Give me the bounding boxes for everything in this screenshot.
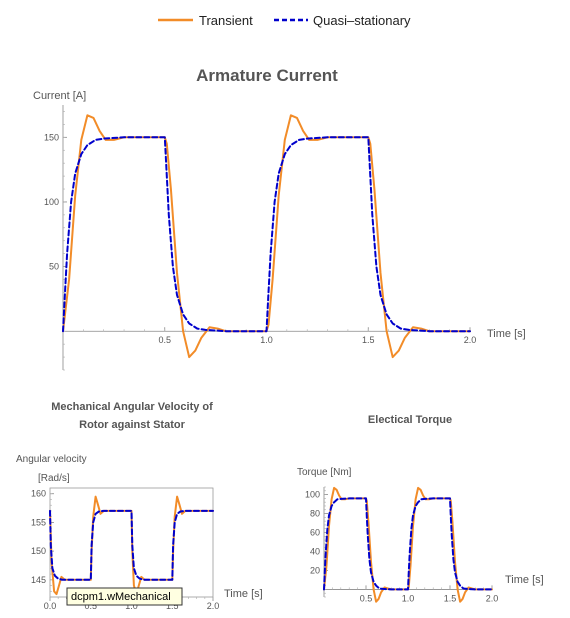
y-tick-label: 150 xyxy=(31,546,46,556)
x-tick-label: 1.5 xyxy=(362,335,375,345)
x-tick-label: 0.5 xyxy=(360,593,373,603)
x-tick-label: 1.0 xyxy=(260,335,273,345)
series-line-quasi-stationary xyxy=(49,509,214,581)
chart-title: Armature Current xyxy=(196,66,338,85)
y-tick-label: 60 xyxy=(310,528,320,538)
armature-current-chart: Armature Current Current [A] Time [s] 50… xyxy=(33,66,526,371)
x-tick-label: 1.0 xyxy=(125,601,138,611)
electrical-torque-chart: Electical Torque Torque [Nm] Time [s] 20… xyxy=(297,414,544,603)
x-tick-label: 1.5 xyxy=(166,601,179,611)
chart-title-line-2: Rotor against Stator xyxy=(79,419,185,431)
x-tick-label: 1.0 xyxy=(402,593,415,603)
y-tick-label: 20 xyxy=(310,565,320,575)
chart-title-line-1: Mechanical Angular Velocity of xyxy=(51,401,213,413)
y-tick-label: 100 xyxy=(44,197,59,207)
y-tick-label: 80 xyxy=(310,509,320,519)
x-axis-label: Time [s] xyxy=(505,574,544,586)
legend-label-quasi: Quasi–stationary xyxy=(313,13,411,28)
y-tick-label: 155 xyxy=(31,517,46,527)
y-tick-label: 50 xyxy=(49,262,59,272)
x-tick-label: 2.0 xyxy=(486,593,499,603)
y-axis-label: Torque [Nm] xyxy=(297,467,352,478)
x-tick-label: 0.0 xyxy=(44,601,57,611)
series-line-quasi-stationary xyxy=(323,497,493,591)
legend-label-transient: Transient xyxy=(199,13,253,28)
x-tick-label: 1.5 xyxy=(444,593,457,603)
y-axis-label-line-1: Angular velocity xyxy=(16,454,87,465)
y-tick-label: 100 xyxy=(305,490,320,500)
x-tick-label: 2.0 xyxy=(207,601,220,611)
chart-title: Electical Torque xyxy=(368,414,452,426)
legend: Transient Quasi–stationary xyxy=(158,13,411,28)
tooltip-text: dcpm1.wMechanical xyxy=(71,591,171,603)
y-tick-label: 150 xyxy=(44,132,59,142)
x-tick-label: 0.5 xyxy=(84,601,97,611)
y-axis-label-line-2: [Rad/s] xyxy=(38,473,70,484)
x-tick-label: 0.5 xyxy=(158,335,171,345)
angular-velocity-chart: Mechanical Angular Velocity of Rotor aga… xyxy=(16,401,263,611)
y-tick-label: 145 xyxy=(31,575,46,585)
tooltip-box xyxy=(66,587,183,606)
y-tick-label: 40 xyxy=(310,546,320,556)
series-line-quasi-stationary xyxy=(62,136,471,333)
x-tick-label: 2.0 xyxy=(464,335,477,345)
y-tick-label: 160 xyxy=(31,489,46,499)
x-axis-label: Time [s] xyxy=(487,328,526,340)
tooltip: dcpm1.wMechanical xyxy=(66,587,183,606)
y-axis-label: Current [A] xyxy=(33,90,86,102)
x-axis-label: Time [s] xyxy=(224,588,263,600)
